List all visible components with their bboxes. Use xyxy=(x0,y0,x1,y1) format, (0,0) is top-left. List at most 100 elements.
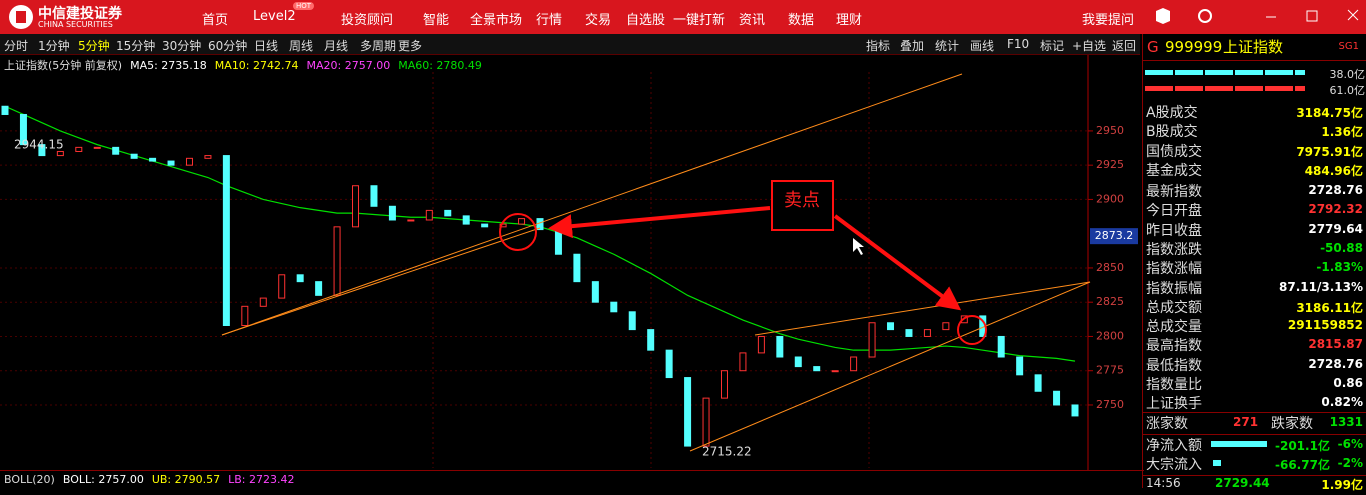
boll-value: LB: 2723.42 xyxy=(228,473,295,486)
candle-body xyxy=(259,297,267,307)
flow-row: 大宗流入 -66.77亿 -2% xyxy=(1143,454,1366,473)
candle-body xyxy=(997,335,1005,358)
up-label: 涨家数 xyxy=(1146,416,1188,432)
quote-row: 最高指数 2815.87 xyxy=(1143,335,1366,354)
tool-button[interactable]: +自选 xyxy=(1072,39,1107,53)
candle-body xyxy=(370,185,378,207)
row-value: 0.86 xyxy=(1333,376,1363,390)
logo-text: 中信建投证券 xyxy=(38,6,122,22)
ratio-bar: 38.0亿 xyxy=(1143,66,1366,81)
candle-body xyxy=(425,209,433,221)
candle-body xyxy=(887,322,895,331)
period-tab[interactable]: 分时 xyxy=(4,39,29,53)
flow-pct: -2% xyxy=(1337,456,1363,470)
tool-button[interactable]: 返回 xyxy=(1112,39,1137,53)
row-value: -1.83% xyxy=(1316,260,1363,275)
tool-button[interactable]: 标记 xyxy=(1040,39,1065,53)
stock-code: 999999 xyxy=(1165,38,1223,56)
candle-body xyxy=(407,219,415,222)
y-tick-label: 2750 xyxy=(1096,398,1124,411)
bar-value: 61.0亿 xyxy=(1329,84,1366,97)
candle-body xyxy=(1016,356,1024,376)
quote-panel: G 999999 上证指数 SG1 38.0亿 61.0亿 A股成交 3184.75亿 B股成交… xyxy=(1142,34,1366,492)
row-value: 291159852 xyxy=(1287,318,1363,333)
ask-link[interactable]: 我要提问 xyxy=(1082,13,1135,28)
boll-value: UB: 2790.57 xyxy=(151,473,221,486)
nav-item: 资讯 xyxy=(739,13,766,28)
ma-value: MA10: 2742.74 xyxy=(214,59,299,72)
candle-body xyxy=(278,274,286,299)
quote-row: 昨日收盘 2779.64 xyxy=(1143,220,1366,239)
index-name: 上证指数(5分钟 前复权) xyxy=(4,59,123,72)
candle-body xyxy=(647,329,655,351)
flow-row: 净流入额 -201.1亿 -6% xyxy=(1143,434,1366,454)
nav-item: 投资顾问 xyxy=(341,13,394,28)
period-tab[interactable]: 30分钟 xyxy=(162,39,202,53)
flow-value: -201.1亿 xyxy=(1275,439,1330,453)
quote-row: 今日开盘 2792.32 xyxy=(1143,200,1366,219)
row-label: 指数涨跌 xyxy=(1146,241,1202,258)
candle-body xyxy=(573,253,581,283)
logo-icon xyxy=(9,5,33,29)
row-value: 2779.64 xyxy=(1308,221,1363,236)
nav-item: 数据 xyxy=(788,13,815,28)
period-tab[interactable]: 更多 xyxy=(398,39,423,53)
window-icons xyxy=(1156,8,1359,24)
period-tab[interactable]: 月线 xyxy=(324,39,349,53)
period-tab[interactable]: 15分钟 xyxy=(116,39,156,53)
period-tab[interactable]: 多周期 xyxy=(360,39,397,53)
candle-body xyxy=(149,157,157,162)
y-tick-label: 2775 xyxy=(1096,364,1124,377)
down-count: 1331 xyxy=(1329,415,1363,429)
candle-body xyxy=(610,301,618,313)
row-label: A股成交 xyxy=(1146,105,1198,121)
candle-body xyxy=(38,144,46,157)
volume-row: 基金成交 484.96亿 xyxy=(1143,160,1366,179)
flow-pct: -6% xyxy=(1337,437,1363,451)
period-tab[interactable]: 5分钟 xyxy=(78,39,110,53)
candle-body xyxy=(794,356,802,368)
candle-body xyxy=(739,352,747,372)
nav-item: 交易 xyxy=(585,13,612,28)
trend-line xyxy=(221,73,963,336)
y-tick-label: 2950 xyxy=(1096,124,1124,137)
candle-body xyxy=(112,146,120,155)
toolbar: 分时 1分钟 5分钟 15分钟 30分钟 60分钟 日线 周线 月线 多周期 更多 指标 叠加 统计 画线 F… xyxy=(0,34,1140,55)
row-value: 1.36亿 xyxy=(1321,125,1363,140)
tick-price: 2729.44 xyxy=(1215,476,1270,490)
period-tab[interactable]: 1分钟 xyxy=(38,39,70,53)
candle-body xyxy=(296,274,304,283)
tool-button[interactable]: F10 xyxy=(1007,37,1030,51)
nav-item: 一键打新 xyxy=(673,13,726,28)
nav-item: 行情 xyxy=(536,13,563,28)
sell-circle xyxy=(957,315,987,345)
period-tab[interactable]: 周线 xyxy=(289,39,314,53)
row-label: 总成交额 xyxy=(1146,299,1202,316)
candle-body xyxy=(241,305,249,326)
y-tick-label: 2850 xyxy=(1096,261,1124,274)
tool-button[interactable]: 指标 xyxy=(866,39,891,53)
nav-item: Level2 xyxy=(253,9,296,24)
tool-button[interactable]: 画线 xyxy=(970,39,995,53)
period-tab[interactable]: 60分钟 xyxy=(208,39,248,53)
candle-body xyxy=(499,223,507,228)
candle-body xyxy=(75,146,83,152)
row-label: 基金成交 xyxy=(1146,162,1202,179)
row-label: 上证换手 xyxy=(1146,396,1202,413)
tool-button[interactable]: 叠加 xyxy=(900,39,925,53)
candle-body xyxy=(702,397,710,447)
boll-name: BOLL(20) xyxy=(4,473,55,486)
row-value: 0.82% xyxy=(1321,395,1363,410)
nav-item: 自选股 xyxy=(626,13,666,28)
tool-button[interactable]: 统计 xyxy=(935,39,960,53)
candle-body xyxy=(776,335,784,358)
nav-item: 理财 xyxy=(836,13,863,28)
candle-body xyxy=(19,113,27,146)
flow-value: -66.77亿 xyxy=(1275,458,1330,472)
ma-value: MA20: 2757.00 xyxy=(306,59,391,72)
candle-body xyxy=(481,223,489,228)
row-label: 国债成交 xyxy=(1146,143,1202,160)
high-label: 2944.15 xyxy=(14,138,64,152)
period-tab[interactable]: 日线 xyxy=(254,39,279,53)
